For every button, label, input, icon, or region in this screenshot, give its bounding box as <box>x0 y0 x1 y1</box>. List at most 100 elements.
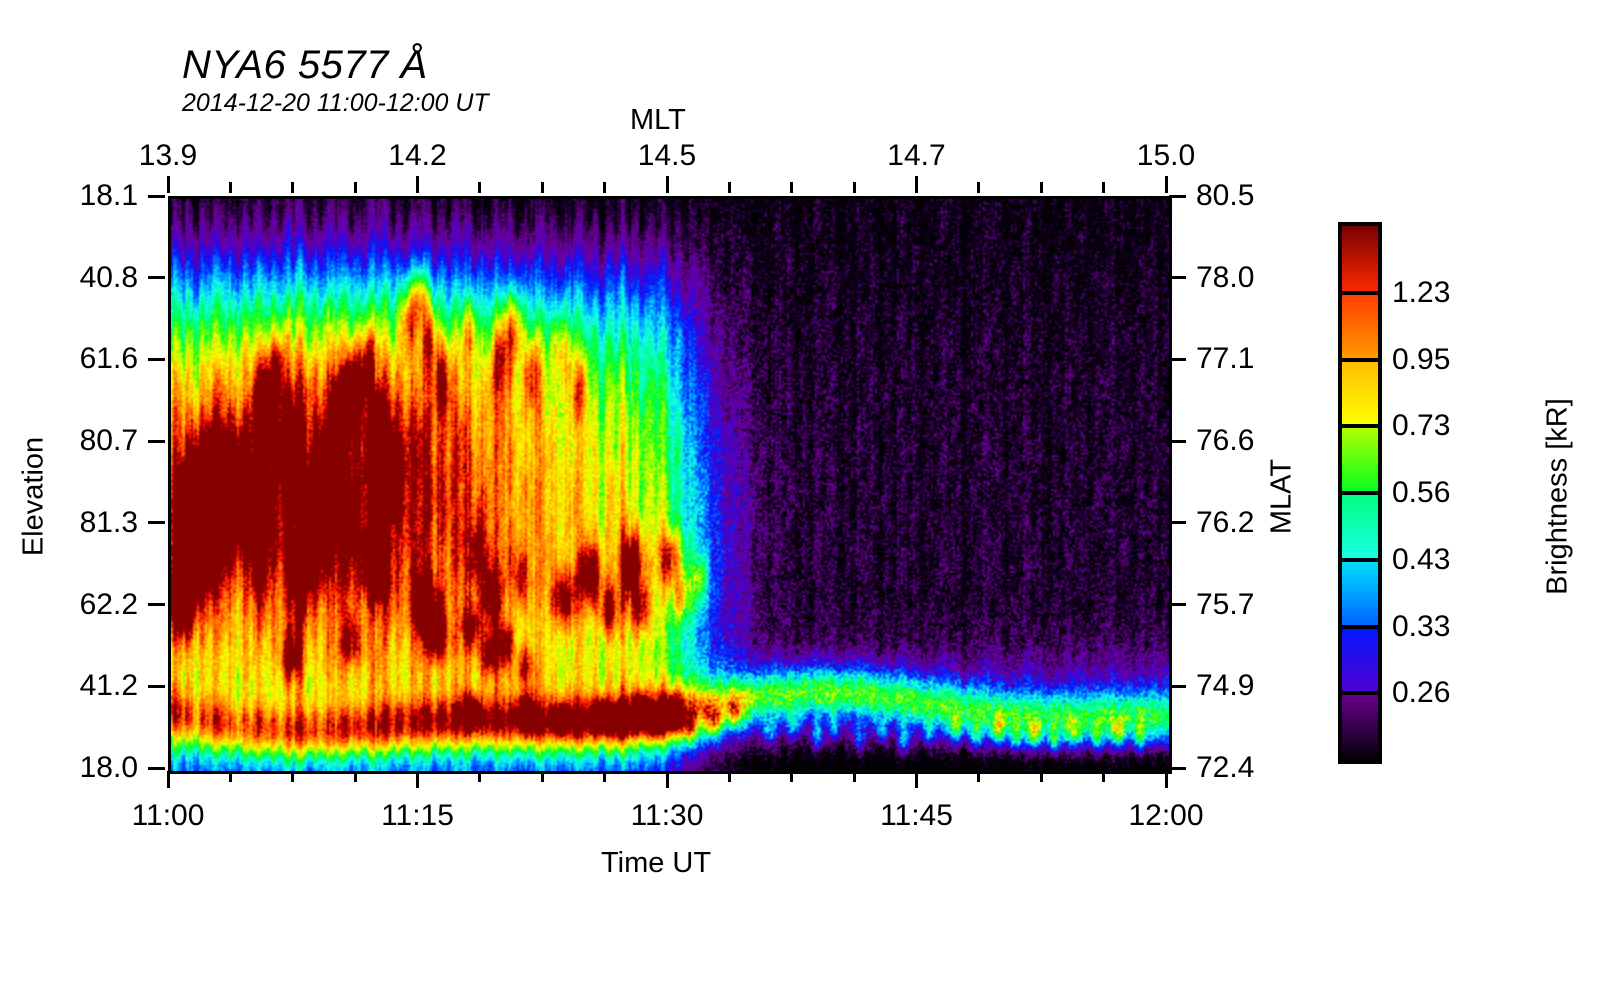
heatmap-canvas <box>171 199 1169 771</box>
left-tick <box>148 357 165 361</box>
colorbar-tick-label: 0.26 <box>1392 676 1451 710</box>
colorbar-divider <box>1342 557 1378 562</box>
bottom-major-tick <box>416 771 419 788</box>
top-minor-tick <box>228 182 232 193</box>
left-tick-label: 80.7 <box>79 424 138 458</box>
colorbar-divider <box>1342 290 1378 295</box>
left-tick <box>148 603 165 607</box>
bottom-tick-label: 11:15 <box>381 799 454 832</box>
left-tick-label: 61.6 <box>79 342 138 376</box>
colorbar-tick-label: 0.73 <box>1392 409 1451 443</box>
colorbar-divider <box>1342 691 1378 696</box>
top-major-tick <box>665 176 669 193</box>
right-tick-label: 72.4 <box>1196 751 1255 784</box>
top-tick-label: 14.7 <box>887 139 946 172</box>
top-major-tick <box>416 176 419 193</box>
colorbar-segment <box>1342 693 1378 760</box>
colorbar-segment <box>1342 426 1378 493</box>
top-minor-tick <box>603 182 607 193</box>
top-minor-tick <box>790 182 794 193</box>
left-tick-label: 81.3 <box>79 505 138 539</box>
right-tick-label: 77.1 <box>1196 342 1255 376</box>
left-tick <box>148 439 165 443</box>
top-tick-label: 14.5 <box>637 139 697 172</box>
colorbar-segment <box>1342 559 1378 627</box>
top-major-tick <box>166 176 170 193</box>
bottom-minor-tick <box>727 771 731 782</box>
top-major-tick <box>1164 176 1168 193</box>
bottom-minor-tick <box>977 771 981 782</box>
right-tick <box>1169 603 1186 607</box>
left-tick <box>148 194 165 198</box>
colorbar-segment <box>1342 626 1378 694</box>
top-tick-label: 14.2 <box>388 139 447 172</box>
bottom-minor-tick <box>1102 771 1106 782</box>
colorbar-tick-label: 0.95 <box>1392 342 1451 376</box>
top-minor-tick <box>852 182 856 193</box>
bottom-minor-tick <box>790 771 794 782</box>
right-tick <box>1169 521 1186 525</box>
left-tick <box>148 684 165 688</box>
left-tick <box>148 521 165 525</box>
colorbar-tick-label: 0.56 <box>1392 476 1451 509</box>
page-subtitle: 2014-12-20 11:00-12:00 UT <box>182 89 489 117</box>
left-tick-label: 41.2 <box>79 669 138 703</box>
colorbar-divider <box>1342 624 1378 629</box>
colorbar-tick-label: 0.43 <box>1392 542 1451 576</box>
right-tick-label: 80.5 <box>1196 179 1255 212</box>
right-tick <box>1169 194 1186 198</box>
right-tick <box>1169 684 1186 688</box>
bottom-minor-tick <box>478 771 482 782</box>
bottom-minor-tick <box>603 771 607 782</box>
right-tick-label: 76.2 <box>1196 505 1255 539</box>
bottom-tick-label: 11:00 <box>131 799 205 832</box>
left-tick-label: 18.1 <box>79 179 138 212</box>
top-minor-tick <box>1039 182 1043 193</box>
colorbar-divider <box>1342 491 1378 495</box>
left-tick <box>148 766 165 770</box>
right-tick <box>1169 766 1186 770</box>
top-tick-label: 15.0 <box>1136 139 1196 172</box>
right-tick-label: 74.9 <box>1196 669 1255 703</box>
right-tick-label: 78.0 <box>1196 260 1255 294</box>
colorbar-tick-label: 1.23 <box>1392 275 1451 309</box>
bottom-minor-tick <box>228 771 232 782</box>
top-major-tick <box>915 176 918 193</box>
left-tick-label: 62.2 <box>79 587 138 621</box>
bottom-minor-tick <box>540 771 544 782</box>
right-tick <box>1169 357 1186 361</box>
bottom-minor-tick <box>1039 771 1043 782</box>
colorbar-tick-label: 0.33 <box>1392 609 1451 643</box>
top-minor-tick <box>353 182 357 193</box>
left-tick-label: 40.8 <box>79 260 138 294</box>
bottom-minor-tick <box>852 771 856 782</box>
colorbar-segment <box>1342 359 1378 427</box>
top-minor-tick <box>478 182 482 193</box>
bottom-major-tick <box>915 771 918 788</box>
left-tick <box>148 276 165 280</box>
left-tick-label: 18.0 <box>79 751 138 784</box>
colorbar-segment <box>1342 493 1378 560</box>
right-tick-label: 76.6 <box>1196 424 1255 458</box>
colorbar-segment <box>1342 226 1378 293</box>
bottom-major-tick <box>1164 771 1168 788</box>
keogram-plot-area <box>168 196 1172 774</box>
top-tick-label: 13.9 <box>138 139 198 172</box>
right-axis-title: MLAT <box>1265 458 1298 535</box>
bottom-tick-label: 12:00 <box>1128 799 1204 832</box>
bottom-axis-title: Time UT <box>601 847 712 879</box>
left-axis-title: Elevation <box>17 436 50 557</box>
top-minor-tick <box>1102 182 1106 193</box>
title-block: NYA6 5577 Å 2014-12-20 11:00-12:00 UT <box>182 44 489 117</box>
top-minor-tick <box>291 182 295 193</box>
right-tick <box>1169 439 1186 443</box>
page-title: NYA6 5577 Å <box>182 43 428 87</box>
bottom-minor-tick <box>353 771 357 782</box>
colorbar-segment <box>1342 292 1378 360</box>
bottom-major-tick <box>166 771 170 788</box>
bottom-tick-label: 11:30 <box>630 799 704 832</box>
top-minor-tick <box>727 182 731 193</box>
colorbar <box>1338 222 1382 764</box>
top-minor-tick <box>977 182 981 193</box>
bottom-major-tick <box>665 771 669 788</box>
